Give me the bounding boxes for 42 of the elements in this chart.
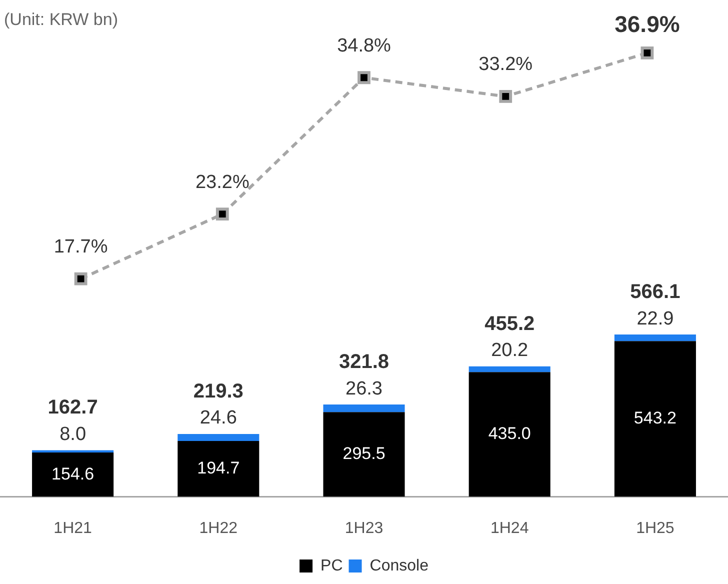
data-label: 24.6: [200, 408, 237, 429]
data-label: 8.0: [60, 424, 86, 445]
bar: [323, 404, 405, 412]
data-label: 20.2: [491, 340, 528, 362]
bar: [178, 434, 260, 441]
total-label: 162.7: [48, 396, 98, 419]
data-label: 295.5: [342, 444, 386, 464]
data-label: 194.7: [197, 458, 240, 478]
x-tick-label: 1H24: [490, 520, 529, 537]
point: [358, 71, 370, 84]
total-label: 455.2: [484, 312, 535, 335]
bar: [614, 334, 696, 342]
data-label: 36.9%: [614, 10, 680, 37]
bar: [614, 341, 696, 497]
data-label: 26.3: [346, 378, 382, 400]
total-label: 566.1: [630, 281, 680, 304]
x-tick-label: 1H25: [636, 520, 674, 537]
point: [499, 90, 512, 103]
point: [74, 272, 88, 286]
data-label: 154.6: [52, 464, 94, 484]
x-tick-label: 1H22: [199, 520, 238, 537]
data-label: 435.0: [488, 424, 531, 444]
bar: [32, 452, 114, 497]
point: [216, 208, 229, 221]
text: (Unit: KRW bn): [4, 10, 118, 30]
total-label: 321.8: [338, 351, 390, 374]
x-tick-label: 1H21: [54, 520, 92, 537]
data-label: 543.2: [634, 408, 676, 428]
legend-label: Console: [370, 557, 429, 574]
x-tick-label: 1H23: [344, 520, 384, 537]
bar: [468, 366, 550, 372]
bar: [323, 412, 405, 497]
data-label: 34.8%: [337, 35, 392, 56]
data-label: 17.7%: [54, 236, 108, 258]
legend-label: PC: [320, 557, 343, 574]
point: [640, 46, 654, 60]
data-label: 23.2%: [195, 172, 250, 193]
bar: [468, 372, 550, 497]
data-label: 33.2%: [478, 54, 533, 76]
data-label: 22.9: [636, 308, 674, 330]
total-label: 219.3: [193, 380, 244, 402]
bar: [178, 440, 260, 497]
